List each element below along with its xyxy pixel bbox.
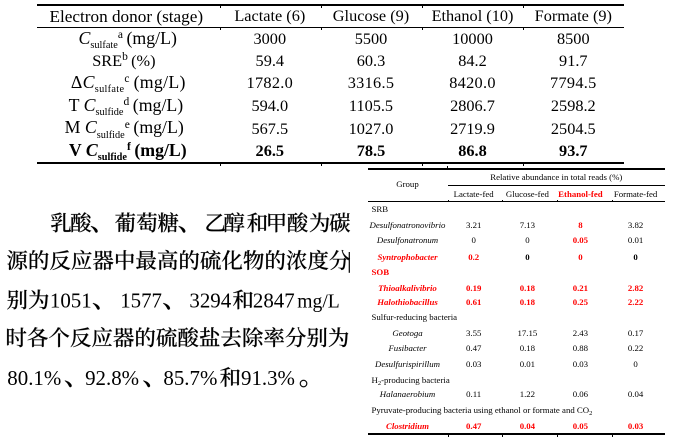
svg-text:1051: 1051 (50, 289, 92, 313)
svg-text:mg/L: mg/L (297, 292, 339, 313)
svg-text:85.7%: 85.7% (163, 366, 217, 390)
svg-text:91.3%: 91.3% (241, 366, 295, 390)
svg-text:92.8%: 92.8% (85, 366, 139, 390)
svg-text:1577: 1577 (120, 289, 162, 313)
svg-text:3294: 3294 (189, 289, 231, 313)
svg-text:2847: 2847 (253, 289, 295, 313)
svg-text:80.1%: 80.1% (7, 366, 61, 390)
